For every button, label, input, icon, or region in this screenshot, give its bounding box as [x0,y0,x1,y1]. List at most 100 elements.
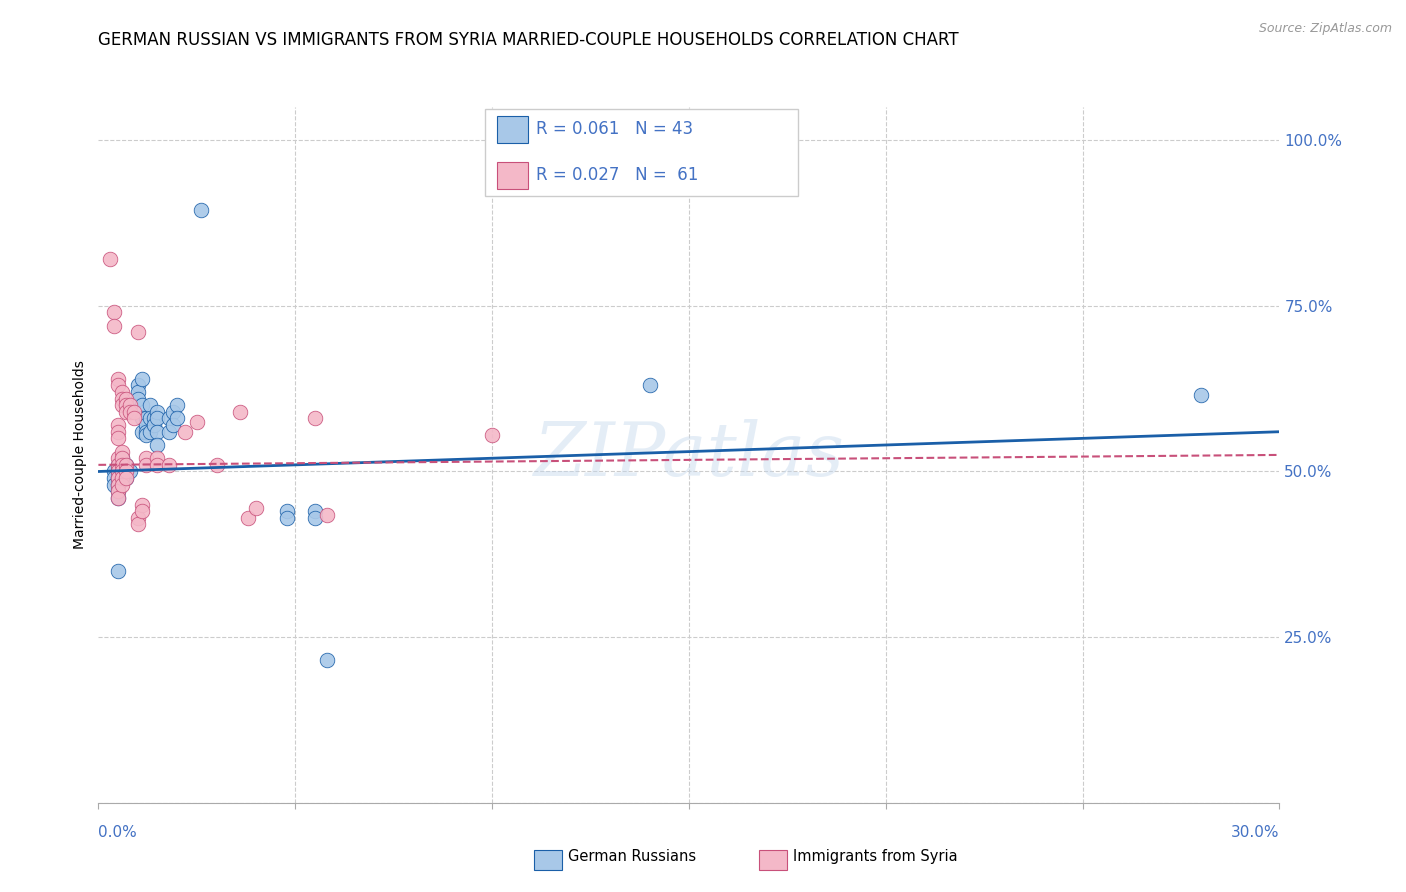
Point [146,438,169,452]
Point [138,398,160,412]
Point [107,418,129,433]
Point [315,653,337,667]
Point [111,444,134,458]
Point [107,378,129,392]
Point [127,511,149,525]
Point [107,465,129,479]
Point [131,425,153,439]
Point [115,458,138,472]
Point [236,511,259,525]
Point [107,431,129,445]
Point [107,491,129,505]
Point [107,451,129,466]
Point [146,425,169,439]
Point [122,405,145,419]
Text: German Russians: German Russians [568,849,696,863]
Point [103,471,125,485]
Point [127,326,149,340]
Point [304,411,326,425]
Point [127,378,149,392]
Point [111,465,134,479]
Point [146,458,169,472]
Point [118,405,141,419]
Point [190,202,212,217]
Point [131,372,153,386]
Point [107,471,129,485]
Text: R = 0.061   N = 43: R = 0.061 N = 43 [536,120,693,138]
Point [135,458,157,472]
Point [135,418,157,433]
Point [131,504,153,518]
Point [111,465,134,479]
Point [111,392,134,406]
Point [142,418,165,433]
Point [122,411,145,425]
Point [245,500,267,515]
Point [118,398,141,412]
Point [107,425,129,439]
Point [103,305,125,319]
Point [115,398,138,412]
Point [127,392,149,406]
Point [107,458,129,472]
Point [107,484,129,499]
Point [174,425,197,439]
Point [107,484,129,499]
Point [115,465,138,479]
Point [135,451,157,466]
Point [127,517,149,532]
Point [111,384,134,399]
Point [127,384,149,399]
Y-axis label: Married-couple Households: Married-couple Households [73,360,87,549]
Point [146,411,169,425]
Point [111,451,134,466]
Point [157,411,180,425]
Point [107,491,129,505]
Point [107,372,129,386]
Point [115,471,138,485]
Point [481,428,503,442]
Text: Source: ZipAtlas.com: Source: ZipAtlas.com [1258,22,1392,36]
Point [1189,388,1212,402]
Point [107,477,129,491]
Point [166,398,188,412]
Point [131,411,153,425]
Text: GERMAN RUSSIAN VS IMMIGRANTS FROM SYRIA MARRIED-COUPLE HOUSEHOLDS CORRELATION CH: GERMAN RUSSIAN VS IMMIGRANTS FROM SYRIA … [98,31,959,49]
Point [138,425,160,439]
Point [107,471,129,485]
Point [135,411,157,425]
Point [107,458,129,472]
Point [162,418,184,433]
Point [135,428,157,442]
Point [229,405,252,419]
Point [146,405,169,419]
Point [107,477,129,491]
Point [157,425,180,439]
Point [162,405,184,419]
Point [276,511,298,525]
Point [103,318,125,333]
Point [111,458,134,472]
Point [115,471,138,485]
Point [304,511,326,525]
Text: R = 0.027   N =  61: R = 0.027 N = 61 [536,166,699,185]
Point [111,398,134,412]
Point [131,498,153,512]
Point [107,465,129,479]
Point [111,451,134,466]
Point [103,465,125,479]
Text: 30.0%: 30.0% [1232,825,1279,840]
Point [103,477,125,491]
Point [131,398,153,412]
Point [304,504,326,518]
Point [98,252,121,267]
Point [111,458,134,472]
Point [142,411,165,425]
Point [111,477,134,491]
Point [146,451,169,466]
Point [115,465,138,479]
Point [205,458,228,472]
Point [115,458,138,472]
Point [115,405,138,419]
Point [115,392,138,406]
